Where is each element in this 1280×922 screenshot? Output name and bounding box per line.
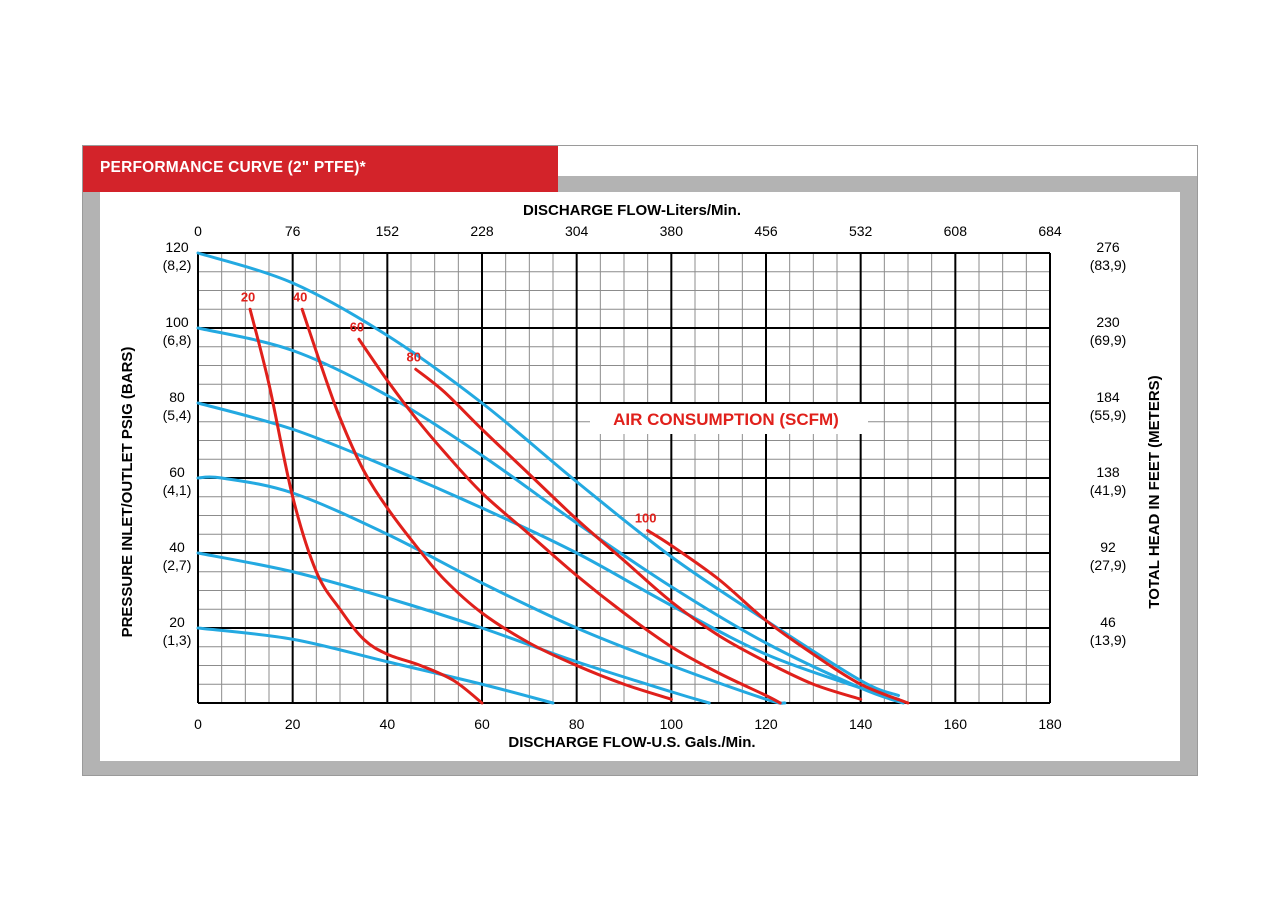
y-left-tick-bar-label: (6,8) — [163, 332, 192, 348]
air-consumption-curve — [357, 337, 782, 705]
y-right-tick-label: 184 — [1096, 389, 1120, 405]
x-tick-label: 100 — [660, 716, 684, 732]
y-left-tick-bar-label: (2,7) — [163, 557, 192, 573]
air-consumption-curve — [248, 307, 484, 705]
x-top-axis-title: DISCHARGE FLOW-Liters/Min. — [523, 202, 741, 219]
y-left-tick-bar-label: (5,4) — [163, 407, 192, 423]
pressure-curve — [196, 251, 901, 697]
y-right-tick-meter-label: (27,9) — [1090, 557, 1127, 573]
y-right-tick-meter-label: (69,9) — [1090, 332, 1127, 348]
x-tick-label: 0 — [194, 716, 202, 732]
pressure-curve — [196, 475, 787, 705]
air-curve-label: 60 — [350, 319, 364, 334]
pressure-curve — [196, 326, 905, 705]
x-tick-label: 140 — [849, 716, 873, 732]
x-tick-label: 60 — [474, 716, 490, 732]
y-right-axis-title: TOTAL HEAD IN FEET (METERS) — [1146, 375, 1163, 608]
y-right-tick-label: 230 — [1096, 314, 1120, 330]
x-top-tick-label: 684 — [1038, 223, 1062, 239]
performance-chart: 0 20 40 60 80 100 120 140 160 180 0 76 152 228 304 380 4… — [119, 202, 1163, 751]
y-left-tick-bar-label: (4,1) — [163, 482, 192, 498]
x-tick-label: 120 — [754, 716, 778, 732]
x-top-tick-label: 380 — [660, 223, 684, 239]
air-curve-label: 80 — [406, 349, 420, 364]
x-tick-label: 160 — [944, 716, 968, 732]
air-consumption-curve — [646, 529, 910, 705]
y-left-tick-label: 80 — [169, 389, 185, 405]
y-left-tick-label: 100 — [165, 314, 189, 330]
y-right-tick-meter-label: (13,9) — [1090, 632, 1127, 648]
x-bottom-axis-title: DISCHARGE FLOW-U.S. Gals./Min. — [508, 734, 755, 751]
air-consumption-annotation: AIR CONSUMPTION (SCFM) — [613, 410, 839, 429]
y-right-tick-meter-label: (41,9) — [1090, 482, 1127, 498]
pressure-curve — [196, 626, 555, 705]
y-left-tick-label: 20 — [169, 614, 185, 630]
y-right-tick-meter-label: (83,9) — [1090, 257, 1127, 273]
chart-panel: 0 20 40 60 80 100 120 140 160 180 0 76 152 228 304 380 4… — [100, 192, 1180, 761]
air-consumption-curve — [414, 367, 863, 701]
y-right-tick-meter-label: (55,9) — [1090, 407, 1127, 423]
y-left-tick-label: 60 — [169, 464, 185, 480]
pressure-curve — [196, 401, 901, 701]
annotation-backdrop — [590, 404, 868, 434]
x-top-tick-label: 456 — [754, 223, 778, 239]
y-right-tick-label: 46 — [1100, 614, 1116, 630]
x-top-tick-label: 304 — [565, 223, 589, 239]
y-right-tick-label: 138 — [1096, 464, 1120, 480]
x-tick-label: 180 — [1038, 716, 1062, 732]
y-right-tick-label: 92 — [1100, 539, 1116, 555]
air-curve-label: 100 — [635, 511, 657, 526]
chart-title: PERFORMANCE CURVE (2" PTFE)* — [100, 159, 366, 176]
y-left-tick-bar-label: (1,3) — [163, 632, 192, 648]
x-top-tick-label: 0 — [194, 223, 202, 239]
x-tick-label: 40 — [380, 716, 396, 732]
y-left-tick-bar-label: (8,2) — [163, 257, 192, 273]
y-left-axis-title: PRESSURE INLET/OUTLET PSIG (BARS) — [119, 347, 136, 638]
x-top-tick-label: 152 — [376, 223, 400, 239]
chart-header: PERFORMANCE CURVE (2" PTFE)* — [83, 146, 558, 192]
y-right-tick-label: 276 — [1096, 239, 1120, 255]
x-tick-label: 20 — [285, 716, 301, 732]
x-top-tick-label: 76 — [285, 223, 301, 239]
x-top-tick-label: 532 — [849, 223, 873, 239]
air-curve-label: 20 — [241, 289, 255, 304]
x-tick-label: 80 — [569, 716, 585, 732]
x-top-tick-label: 228 — [470, 223, 494, 239]
y-left-tick-label: 120 — [165, 239, 189, 255]
y-left-tick-label: 40 — [169, 539, 185, 555]
air-curve-label: 40 — [293, 289, 307, 304]
air-consumption-curve — [300, 307, 673, 701]
x-top-tick-label: 608 — [944, 223, 968, 239]
pressure-curve — [196, 551, 711, 705]
